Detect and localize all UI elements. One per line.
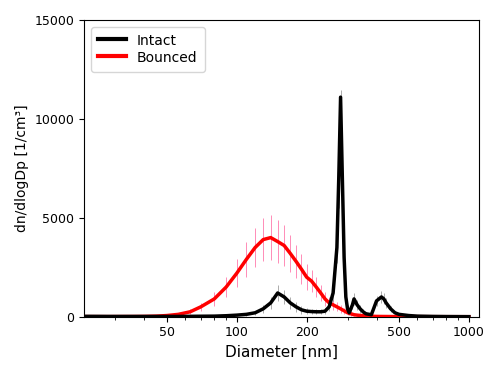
Intact xyxy=(234,313,240,317)
Bounced xyxy=(298,267,304,272)
Bounced xyxy=(334,304,340,309)
Bounced xyxy=(430,314,436,319)
Bounced xyxy=(396,314,402,319)
Bounced xyxy=(288,251,294,256)
Bounced xyxy=(212,297,218,301)
Bounced xyxy=(234,271,240,276)
Bounced xyxy=(260,237,266,242)
Bounced xyxy=(351,312,357,317)
Bounced xyxy=(374,314,380,319)
X-axis label: Diameter [nm]: Diameter [nm] xyxy=(225,345,338,360)
Bounced xyxy=(326,301,332,305)
Intact xyxy=(244,312,250,316)
Bounced xyxy=(360,314,366,318)
Bounced xyxy=(304,275,310,279)
Bounced xyxy=(341,309,347,313)
Bounced xyxy=(142,314,148,319)
Intact xyxy=(360,309,366,314)
Bounced xyxy=(344,310,350,315)
Bounced xyxy=(94,314,100,319)
Bounced xyxy=(223,285,229,289)
Bounced xyxy=(322,297,328,301)
Bounced xyxy=(293,259,299,264)
Bounced xyxy=(106,314,112,319)
Bounced xyxy=(131,314,137,319)
Bounced xyxy=(198,304,204,309)
Bounced xyxy=(187,309,193,314)
Bounced xyxy=(318,291,324,295)
Bounced xyxy=(119,314,125,319)
Bounced xyxy=(244,257,250,262)
Intact xyxy=(430,314,436,319)
Legend: Intact, Bounced: Intact, Bounced xyxy=(91,27,204,72)
Bounced xyxy=(164,313,170,318)
Bounced xyxy=(176,312,182,316)
Intact xyxy=(81,314,87,319)
Bounced xyxy=(348,312,354,316)
Intact xyxy=(338,95,344,99)
Bounced xyxy=(354,313,360,317)
Bounced xyxy=(466,315,472,319)
Bounced xyxy=(154,314,160,318)
Bounced xyxy=(368,314,374,318)
Intact xyxy=(383,301,389,305)
Y-axis label: dn/dlogDp [1/cm³]: dn/dlogDp [1/cm³] xyxy=(15,105,29,232)
Line: Intact: Intact xyxy=(84,97,469,316)
Bounced xyxy=(281,243,287,248)
Line: Bounced: Bounced xyxy=(84,238,469,317)
Bounced xyxy=(268,236,274,240)
Intact xyxy=(350,303,356,307)
Bounced xyxy=(308,279,314,284)
Bounced xyxy=(314,285,320,289)
Intact xyxy=(466,314,472,319)
Bounced xyxy=(252,245,258,250)
Bounced xyxy=(81,314,87,319)
Bounced xyxy=(274,239,280,244)
Bounced xyxy=(338,306,344,311)
Bounced xyxy=(330,303,336,307)
